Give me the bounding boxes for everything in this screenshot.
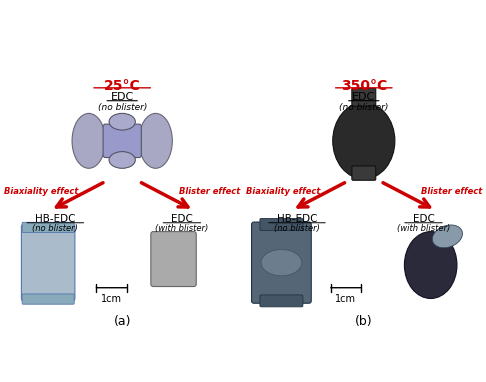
- Text: HB-EDC: HB-EDC: [277, 214, 317, 224]
- Text: Blister effect: Blister effect: [179, 186, 241, 196]
- Ellipse shape: [333, 103, 395, 179]
- Ellipse shape: [261, 249, 302, 276]
- Ellipse shape: [433, 225, 463, 248]
- FancyBboxPatch shape: [21, 224, 75, 301]
- FancyBboxPatch shape: [352, 88, 376, 106]
- Text: 1cm: 1cm: [101, 294, 122, 304]
- Text: (with blister): (with blister): [156, 225, 208, 233]
- Ellipse shape: [109, 113, 135, 130]
- Text: EDC: EDC: [171, 214, 193, 224]
- Text: EDC: EDC: [111, 92, 134, 102]
- Ellipse shape: [109, 152, 135, 168]
- FancyBboxPatch shape: [352, 166, 376, 180]
- Text: (a): (a): [113, 315, 131, 328]
- FancyBboxPatch shape: [22, 222, 74, 233]
- Text: Blister effect: Blister effect: [421, 186, 482, 196]
- Text: 25°C: 25°C: [104, 79, 140, 93]
- Text: (b): (b): [355, 315, 373, 328]
- Text: (no blister): (no blister): [274, 225, 320, 233]
- FancyBboxPatch shape: [103, 124, 141, 157]
- Text: HB-EDC: HB-EDC: [35, 214, 75, 224]
- Ellipse shape: [404, 231, 457, 298]
- Text: 1cm: 1cm: [335, 294, 356, 304]
- Text: 350°C: 350°C: [341, 79, 387, 93]
- Text: (no blister): (no blister): [98, 103, 147, 112]
- FancyBboxPatch shape: [151, 231, 196, 286]
- Text: Biaxiality effect: Biaxiality effect: [245, 186, 320, 196]
- Text: EDC: EDC: [413, 214, 434, 224]
- Text: EDC: EDC: [352, 92, 375, 102]
- Text: (no blister): (no blister): [339, 103, 388, 112]
- FancyBboxPatch shape: [260, 219, 303, 230]
- Ellipse shape: [139, 113, 173, 168]
- Text: (no blister): (no blister): [33, 225, 78, 233]
- FancyBboxPatch shape: [260, 295, 303, 307]
- Text: Biaxiality effect: Biaxiality effect: [4, 186, 78, 196]
- FancyBboxPatch shape: [252, 222, 311, 303]
- Ellipse shape: [72, 113, 105, 168]
- FancyBboxPatch shape: [22, 294, 74, 304]
- Text: (with blister): (with blister): [397, 225, 450, 233]
